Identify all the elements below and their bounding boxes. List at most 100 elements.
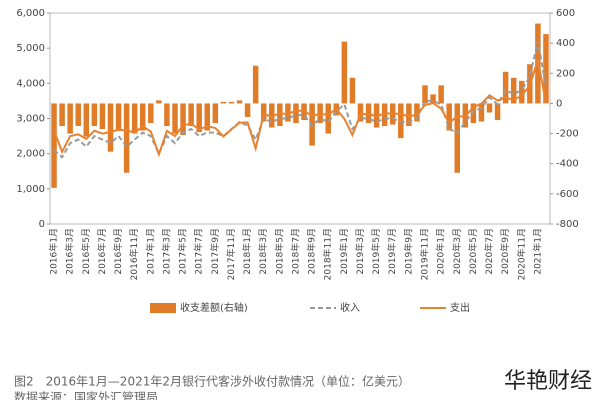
bar bbox=[188, 103, 194, 127]
bar bbox=[99, 103, 106, 130]
y-tick-label: 0 bbox=[39, 219, 45, 230]
bar bbox=[51, 103, 57, 188]
legend-swatch bbox=[150, 303, 176, 313]
legend-label: 支出 bbox=[450, 301, 470, 314]
bar bbox=[220, 101, 227, 104]
x-tick-label: 2020年11月 bbox=[515, 228, 527, 280]
x-tick-label: 2019年7月 bbox=[386, 228, 398, 275]
x-tick-label: 2018年1月 bbox=[241, 228, 253, 275]
bar bbox=[543, 34, 549, 104]
bar bbox=[470, 103, 477, 124]
bar bbox=[252, 65, 259, 104]
bar bbox=[236, 100, 243, 104]
x-tick-label: 2016年5月 bbox=[80, 228, 92, 275]
bar bbox=[180, 103, 186, 136]
x-tick-label: 2017年11月 bbox=[225, 228, 237, 280]
x-tick-label: 2017年9月 bbox=[209, 228, 221, 275]
bar bbox=[438, 85, 444, 104]
bar bbox=[244, 103, 251, 117]
y-tick-label: 1,000 bbox=[16, 184, 45, 195]
x-tick-label: 2020年5月 bbox=[467, 228, 479, 275]
y-tick-label: 2,000 bbox=[16, 149, 45, 160]
x-tick-label: 2017年7月 bbox=[193, 228, 205, 275]
bar bbox=[228, 101, 235, 104]
x-tick-label: 2020年1月 bbox=[435, 228, 447, 275]
bar bbox=[212, 103, 219, 124]
bar bbox=[325, 103, 331, 134]
x-tick-label: 2019年9月 bbox=[402, 228, 414, 275]
x-tick-label: 2020年3月 bbox=[451, 228, 463, 275]
y-tick-label: 3,000 bbox=[16, 114, 45, 125]
line bbox=[53, 40, 547, 159]
bar bbox=[446, 103, 452, 131]
x-tick-label: 2019年11月 bbox=[419, 228, 431, 280]
x-tick-label: 2017年1月 bbox=[144, 228, 156, 275]
legend-label: 收入 bbox=[340, 301, 360, 314]
y2-tick-label: -800 bbox=[556, 219, 579, 230]
bar bbox=[115, 103, 122, 131]
bar bbox=[341, 41, 348, 104]
bar bbox=[204, 103, 210, 131]
bar bbox=[510, 77, 517, 104]
bar bbox=[59, 103, 65, 127]
bar bbox=[494, 103, 501, 121]
y2-tick-label: -600 bbox=[556, 189, 579, 200]
y2-tick-label: 400 bbox=[556, 38, 575, 49]
bar bbox=[156, 100, 162, 104]
bar bbox=[422, 85, 428, 104]
bar bbox=[414, 103, 420, 122]
x-tick-label: 2018年9月 bbox=[306, 228, 318, 275]
x-tick-label: 2019年5月 bbox=[370, 228, 382, 275]
y-tick-label: 6,000 bbox=[16, 8, 45, 19]
bar bbox=[83, 103, 90, 137]
bar bbox=[293, 103, 299, 124]
y2-tick-label: 600 bbox=[556, 8, 575, 19]
y-tick-label: 4,000 bbox=[16, 78, 45, 89]
bar bbox=[196, 103, 202, 133]
line bbox=[53, 59, 547, 158]
bar bbox=[172, 103, 178, 134]
bar bbox=[260, 103, 267, 122]
bar bbox=[148, 103, 154, 124]
x-tick-label: 2019年1月 bbox=[338, 228, 350, 275]
bar bbox=[357, 103, 364, 122]
bar bbox=[398, 103, 404, 139]
y2-tick-label: -200 bbox=[556, 129, 579, 140]
x-tick-label: 2019年3月 bbox=[354, 228, 366, 275]
source: 数据来源：国家外汇管理局 bbox=[14, 390, 158, 400]
x-tick-label: 2017年5月 bbox=[177, 228, 189, 275]
caption: 图2 2016年1月—2021年2月银行代客涉外收付款情况（单位：亿美元） bbox=[14, 374, 410, 389]
y-tick-label: 5,000 bbox=[16, 43, 45, 54]
bar bbox=[164, 103, 170, 127]
x-tick-label: 2021年1月 bbox=[531, 228, 543, 275]
bar bbox=[285, 103, 291, 122]
x-tick-label: 2018年11月 bbox=[322, 228, 334, 280]
y2-tick-label: 0 bbox=[556, 98, 562, 109]
bar bbox=[140, 103, 146, 131]
bar bbox=[502, 71, 509, 104]
bar bbox=[478, 103, 485, 122]
bar bbox=[519, 80, 525, 104]
x-tick-label: 2020年7月 bbox=[483, 228, 495, 275]
bar bbox=[381, 103, 388, 127]
bar bbox=[486, 103, 493, 113]
x-tick-label: 2016年3月 bbox=[64, 228, 76, 275]
x-tick-label: 2020年9月 bbox=[499, 228, 511, 275]
x-tick-label: 2018年7月 bbox=[289, 228, 301, 275]
bar bbox=[123, 103, 130, 173]
x-tick-label: 2016年1月 bbox=[48, 228, 60, 275]
bar bbox=[430, 94, 436, 104]
x-tick-label: 2018年5月 bbox=[273, 228, 285, 275]
y2-tick-label: -400 bbox=[556, 159, 579, 170]
x-tick-label: 2016年7月 bbox=[96, 228, 108, 275]
bar bbox=[107, 103, 114, 152]
bar bbox=[349, 77, 356, 104]
legend-label: 收支差额(右轴) bbox=[180, 301, 248, 314]
x-tick-label: 2016年9月 bbox=[112, 228, 124, 275]
x-tick-label: 2016年11月 bbox=[128, 228, 140, 280]
x-tick-label: 2017年3月 bbox=[160, 228, 172, 275]
bar bbox=[131, 103, 138, 134]
x-tick-label: 2018年3月 bbox=[257, 228, 269, 275]
bar bbox=[277, 103, 283, 127]
